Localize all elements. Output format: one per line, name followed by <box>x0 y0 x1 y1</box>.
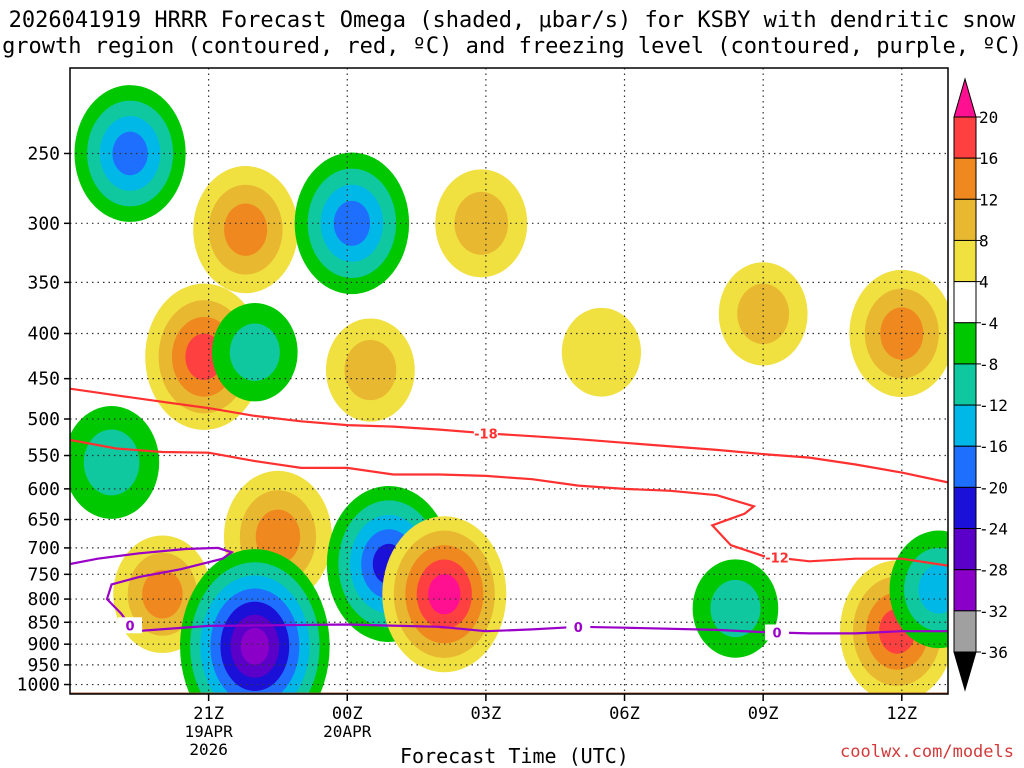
dgz-upper-label-bg <box>473 425 498 442</box>
freezing-level-contour <box>70 546 948 635</box>
omega-shading <box>70 85 948 694</box>
xtick-label-03Z: 03Z <box>471 704 502 724</box>
colorbar-label-7: -12 <box>979 396 1008 415</box>
omega-cell-18-band-2 <box>918 565 948 614</box>
omega-cell-8-band-1 <box>737 283 790 344</box>
colorbar-box-4 <box>953 281 977 324</box>
ytick-label-950: 950 <box>27 655 60 676</box>
omega-cell-13-band-4 <box>428 574 461 615</box>
colorbar-label-13: -36 <box>979 643 1008 662</box>
colorbar-label-9: -20 <box>979 478 1008 497</box>
colorbar-box-10 <box>953 528 977 571</box>
x-axis-title: Forecast Time (UTC) <box>400 744 629 768</box>
omega-cell-16-band-1 <box>710 579 761 638</box>
ytick-label-650: 650 <box>27 510 60 531</box>
omega-cell-6-band-1 <box>344 339 397 401</box>
colorbar-label-3: 8 <box>979 231 989 250</box>
xtick-label-00Z: 00Z <box>332 704 363 724</box>
dgz-lower-label-bg <box>765 549 790 566</box>
credit-text: coolwx.com/models <box>840 742 1014 762</box>
colorbar-label-11: -28 <box>979 561 1008 580</box>
colorbar-box-5 <box>953 322 977 365</box>
freezing-level-label-3: 0 <box>772 626 781 641</box>
colorbar-box-12 <box>953 610 977 653</box>
freezing-level-label-2: 0 <box>574 621 583 636</box>
xtick-date-00Z: 20APR <box>323 722 372 741</box>
colorbar-label-4: 4 <box>979 273 989 292</box>
omega-cell-0-band-3 <box>112 131 148 176</box>
colorbar-top-cap <box>953 77 977 118</box>
ytick-label-1000: 1000 <box>17 675 60 696</box>
freezing-level-label-2-bg <box>566 618 591 635</box>
colorbar-box-11 <box>953 569 977 612</box>
xtick-year-21Z: 2026 <box>189 740 228 759</box>
omega-cell-15-band-6 <box>240 627 270 665</box>
freezing-level-label-1: 0 <box>126 619 135 634</box>
freezing-level-label-1-bg <box>118 617 143 634</box>
colorbar-label-8: -16 <box>979 437 1008 456</box>
omega-cell-1-band-2 <box>224 203 268 256</box>
dgz-upper-contour <box>70 387 948 484</box>
omega-cell-7-band-0 <box>561 307 642 397</box>
ytick-label-300: 300 <box>27 213 60 234</box>
chart-title-line-1: 2026041919 HRRR Forecast Omega (shaded, … <box>8 8 1016 33</box>
ytick-label-600: 600 <box>27 479 60 500</box>
omega-cell-3-band-1 <box>454 191 509 255</box>
colorbar-label-10: -24 <box>979 520 1008 539</box>
colorbar-bottom-cap <box>953 651 977 692</box>
ytick-label-400: 400 <box>27 324 60 345</box>
colorbar-label-1: 16 <box>979 149 998 168</box>
colorbar-label-0: 20 <box>979 108 998 127</box>
colorbar-label-5: -4 <box>979 314 998 333</box>
ytick-label-450: 450 <box>27 369 60 390</box>
xtick-label-06Z: 06Z <box>609 704 640 724</box>
ytick-label-550: 550 <box>27 446 60 467</box>
xtick-label-09Z: 09Z <box>748 704 779 724</box>
dgz-upper-label: -18 <box>474 427 498 442</box>
ytick-label-900: 900 <box>27 634 60 655</box>
colorbar-box-2 <box>953 198 977 241</box>
ytick-label-350: 350 <box>27 272 60 293</box>
chart-title-line-2: growth region (contoured, red, ºC) and f… <box>2 34 1022 59</box>
dgz-lower-label: -12 <box>765 552 789 567</box>
colorbar-label-2: 12 <box>979 190 998 209</box>
ytick-label-850: 850 <box>27 612 60 633</box>
xtick-date-21Z: 19APR <box>185 722 234 741</box>
xtick-label-21Z: 21Z <box>193 704 224 724</box>
ytick-label-250: 250 <box>27 143 60 164</box>
colorbar-box-0 <box>953 116 977 159</box>
omega-cell-14-band-2 <box>142 570 183 619</box>
omega-cell-5-band-1 <box>229 323 280 381</box>
colorbar-label-12: -32 <box>979 602 1008 621</box>
freezing-level-label-3-bg <box>765 624 790 641</box>
ytick-label-500: 500 <box>27 409 60 430</box>
colorbar-box-9 <box>953 486 977 530</box>
colorbar-box-6 <box>953 363 977 406</box>
ytick-label-700: 700 <box>27 538 60 559</box>
ytick-label-750: 750 <box>27 564 60 585</box>
colorbar-label-6: -8 <box>979 355 998 374</box>
colorbar-box-8 <box>953 445 977 488</box>
colorbar-box-3 <box>953 239 977 283</box>
colorbar-box-7 <box>953 404 977 447</box>
omega-cell-10-band-1 <box>83 429 140 496</box>
xtick-label-12Z: 12Z <box>886 704 917 724</box>
ytick-label-800: 800 <box>27 589 60 610</box>
plot-frame <box>69 67 949 695</box>
colorbar-box-1 <box>953 157 977 200</box>
